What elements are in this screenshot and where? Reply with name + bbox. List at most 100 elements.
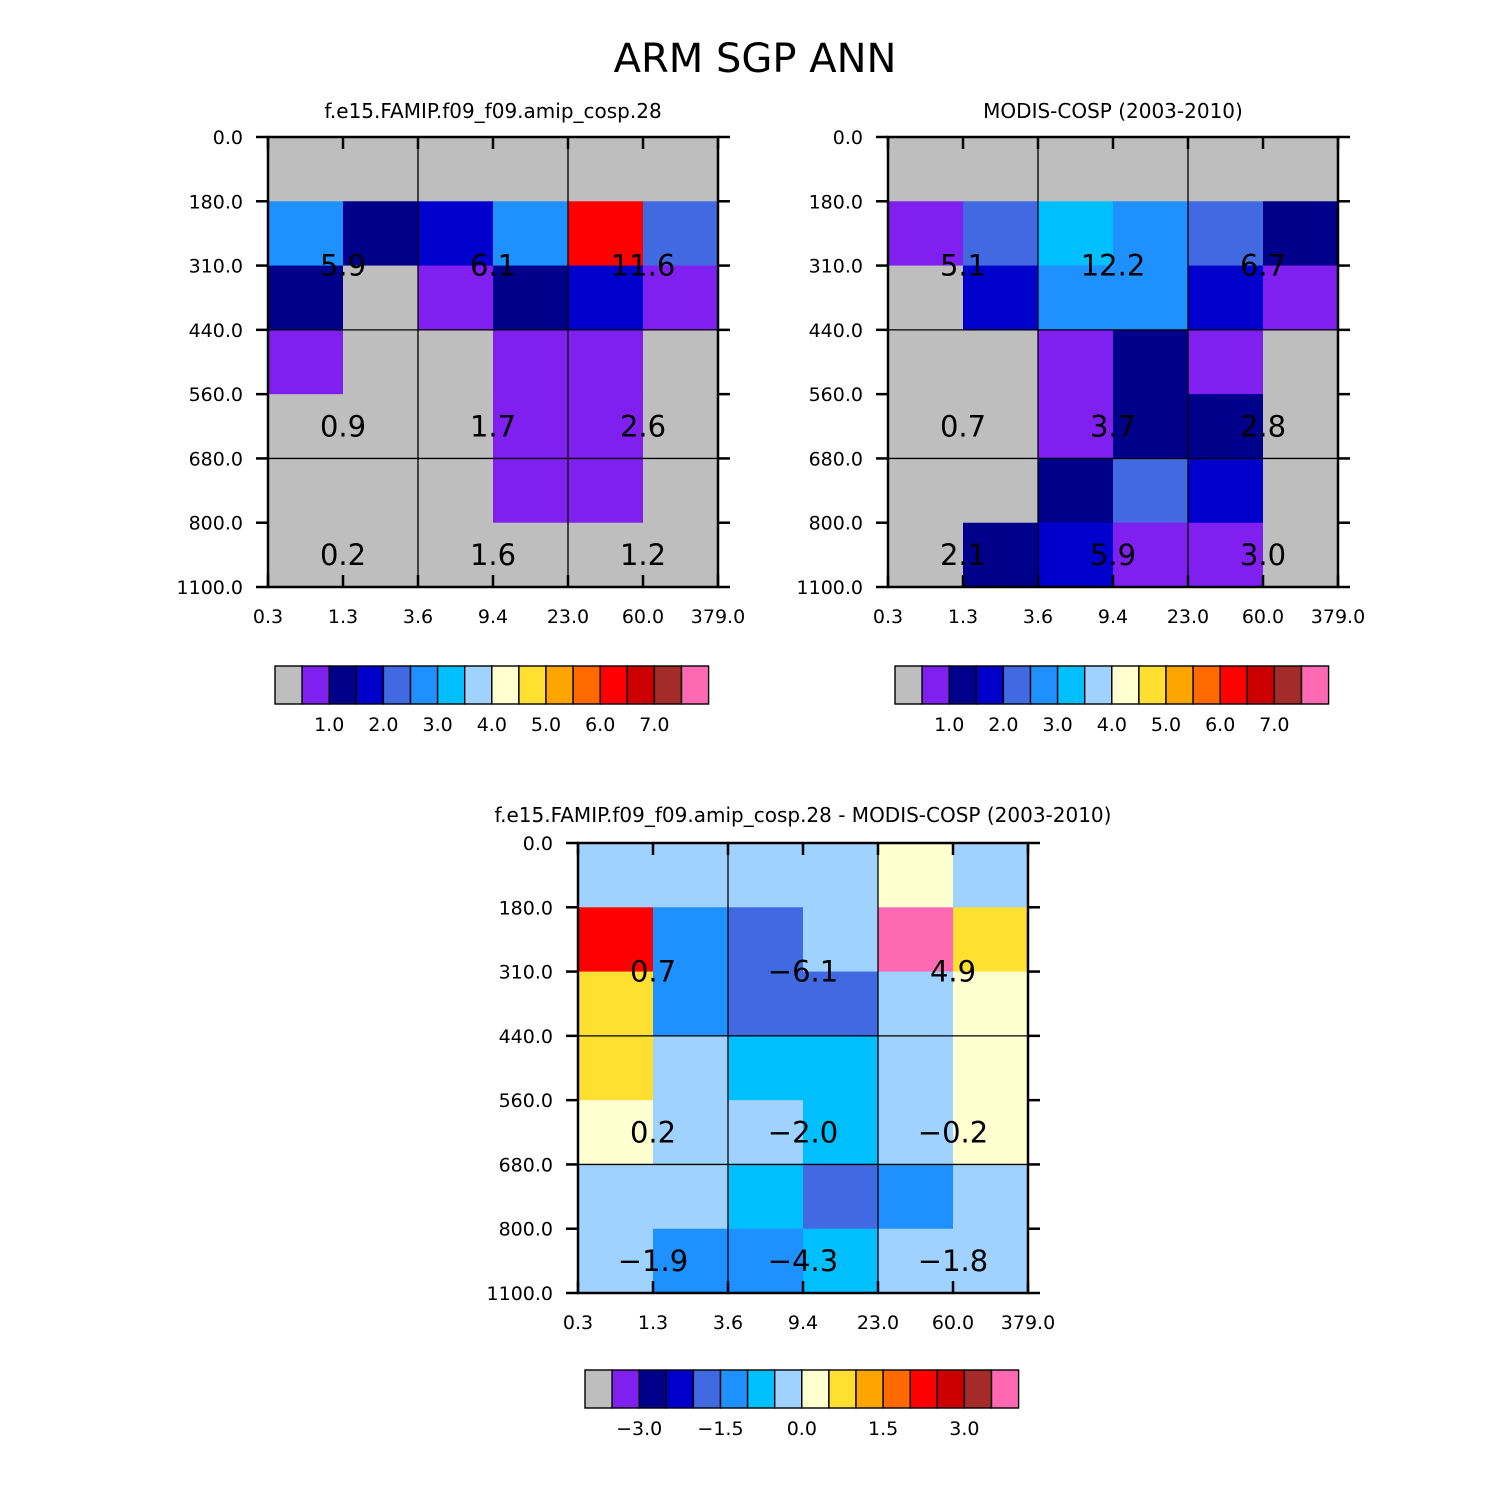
heatmap-cell bbox=[643, 329, 719, 395]
y-tick-label: 1100.0 bbox=[797, 577, 863, 599]
heatmap-cell bbox=[653, 1164, 729, 1230]
heatmap-cell bbox=[728, 843, 804, 908]
heatmap-cell bbox=[343, 329, 419, 395]
heatmap-cell bbox=[1263, 201, 1339, 267]
x-tick-label: 1.3 bbox=[948, 606, 978, 628]
cell-value-label: 2.6 bbox=[620, 409, 666, 443]
heatmap-cell bbox=[963, 265, 1039, 331]
colorbar-label: 4.0 bbox=[477, 714, 507, 736]
cell-value-label: 1.7 bbox=[470, 409, 516, 443]
heatmap-cell bbox=[578, 843, 654, 908]
cell-value-label: 1.6 bbox=[470, 538, 516, 572]
heatmap-cell bbox=[888, 201, 964, 267]
colorbar-label: 3.0 bbox=[949, 1418, 979, 1440]
heatmap-cell bbox=[643, 458, 719, 524]
heatmap-cell bbox=[578, 1228, 654, 1294]
colorbar-swatch bbox=[746, 1369, 776, 1409]
colorbar-swatch bbox=[572, 665, 601, 705]
panel-observation: MODIS-COSP (2003-2010) 0.3 1.3 3.6 9.4 23.0 6… bbox=[797, 99, 1366, 736]
heatmap-cell bbox=[418, 265, 494, 331]
heatmap-cell bbox=[953, 1164, 1029, 1230]
colorbar-swatch bbox=[719, 1369, 749, 1409]
heatmap-cell bbox=[343, 394, 419, 460]
heatmap-cell bbox=[578, 1164, 654, 1230]
y-tick-label: 180.0 bbox=[499, 897, 553, 919]
grid-lines bbox=[888, 137, 1338, 587]
heatmap-cell bbox=[888, 329, 964, 395]
colorbar-swatch bbox=[611, 1369, 640, 1409]
y-tick-label: 0.0 bbox=[213, 127, 243, 149]
heatmap-cell bbox=[1038, 522, 1114, 588]
x-tick-label: 23.0 bbox=[547, 606, 589, 628]
heatmap-cell bbox=[343, 137, 419, 202]
heatmap-cell bbox=[1263, 458, 1339, 524]
y-tick-label: 560.0 bbox=[499, 1090, 553, 1112]
heatmap-cell bbox=[1188, 329, 1264, 395]
colorbar-swatch bbox=[355, 665, 385, 705]
colorbar-swatch bbox=[1111, 665, 1140, 705]
colorbar-swatch bbox=[680, 665, 710, 705]
colorbar-swatch bbox=[409, 665, 439, 705]
y-tick-label: 180.0 bbox=[809, 191, 863, 213]
x-tick-label: 60.0 bbox=[932, 1312, 974, 1334]
heatmap-cell bbox=[268, 458, 344, 524]
heatmap-cell bbox=[888, 522, 964, 588]
heatmap-cell bbox=[728, 1100, 804, 1166]
cell-value-label: 6.1 bbox=[470, 249, 516, 283]
heatmap-cell bbox=[1263, 265, 1339, 331]
cell-value-label: 0.7 bbox=[630, 955, 676, 989]
colorbar-swatch bbox=[1273, 665, 1303, 705]
heatmap-cell bbox=[643, 137, 719, 202]
heatmap-cell bbox=[568, 522, 644, 588]
heatmap-cell bbox=[1113, 265, 1189, 331]
colorbar-label: 4.0 bbox=[1097, 714, 1127, 736]
heatmap-cell bbox=[493, 394, 569, 460]
heatmap-cell bbox=[953, 971, 1029, 1037]
heatmap-cell bbox=[803, 843, 879, 908]
heatmap-cell bbox=[1113, 137, 1189, 202]
colorbar-swatch bbox=[1056, 665, 1086, 705]
colorbar-label: 7.0 bbox=[639, 714, 669, 736]
colorbar-label: −3.0 bbox=[616, 1418, 662, 1440]
heatmap-cell bbox=[1188, 265, 1264, 331]
heatmap-cell bbox=[803, 971, 879, 1037]
cell-value-label: 3.0 bbox=[1240, 538, 1286, 572]
heatmap-cell bbox=[1263, 329, 1339, 395]
y-tick-label: 800.0 bbox=[499, 1219, 553, 1241]
cell-labels: 0.7 −6.1 4.9 0.2 −2.0 −0.2 −1.9 −4.3 −1.8 bbox=[618, 955, 988, 1278]
heatmap-cell bbox=[653, 907, 729, 973]
y-tick-label: 310.0 bbox=[809, 256, 863, 278]
panel-model: f.e15.FAMIP.f09_f09.amip_cosp.28 0.3 1.3 3… bbox=[177, 99, 746, 736]
y-tick-label: 0.0 bbox=[523, 833, 553, 855]
heatmap-cell bbox=[343, 458, 419, 524]
heatmap-cell bbox=[568, 394, 644, 460]
heatmap-cell bbox=[493, 329, 569, 395]
heatmap-cell bbox=[643, 201, 719, 267]
x-tick-label: 0.3 bbox=[563, 1312, 593, 1334]
heatmap-cell bbox=[1188, 137, 1264, 202]
y-tick-label: 440.0 bbox=[499, 1026, 553, 1048]
heatmap-cell bbox=[728, 971, 804, 1037]
heatmap-cell bbox=[963, 201, 1039, 267]
heatmap-cell bbox=[888, 458, 964, 524]
heatmap-cell bbox=[418, 329, 494, 395]
heatmap-cell bbox=[963, 329, 1039, 395]
y-tick-label: 680.0 bbox=[189, 448, 243, 470]
heatmap-cell bbox=[878, 1164, 954, 1230]
heatmap-cell bbox=[643, 522, 719, 588]
heatmap-cell bbox=[728, 1035, 804, 1101]
colorbar: −3.0 −1.5 0.0 1.5 3.0 bbox=[584, 1369, 1020, 1440]
heatmap-cell bbox=[493, 458, 569, 524]
cell-value-label: 2.1 bbox=[940, 538, 986, 572]
colorbar-swatch bbox=[274, 665, 303, 705]
heatmap-cell bbox=[878, 1100, 954, 1166]
y-tick-label: 1100.0 bbox=[177, 577, 243, 599]
x-tick-label: 379.0 bbox=[1001, 1312, 1055, 1334]
heatmap-cell bbox=[878, 843, 954, 908]
cell-value-label: 11.6 bbox=[611, 249, 676, 283]
cell-value-label: 4.9 bbox=[930, 955, 976, 989]
y-tick-label: 680.0 bbox=[809, 448, 863, 470]
colorbar-swatch bbox=[464, 665, 493, 705]
cell-value-label: 5.1 bbox=[940, 249, 986, 283]
heatmap-cell bbox=[803, 1164, 879, 1230]
